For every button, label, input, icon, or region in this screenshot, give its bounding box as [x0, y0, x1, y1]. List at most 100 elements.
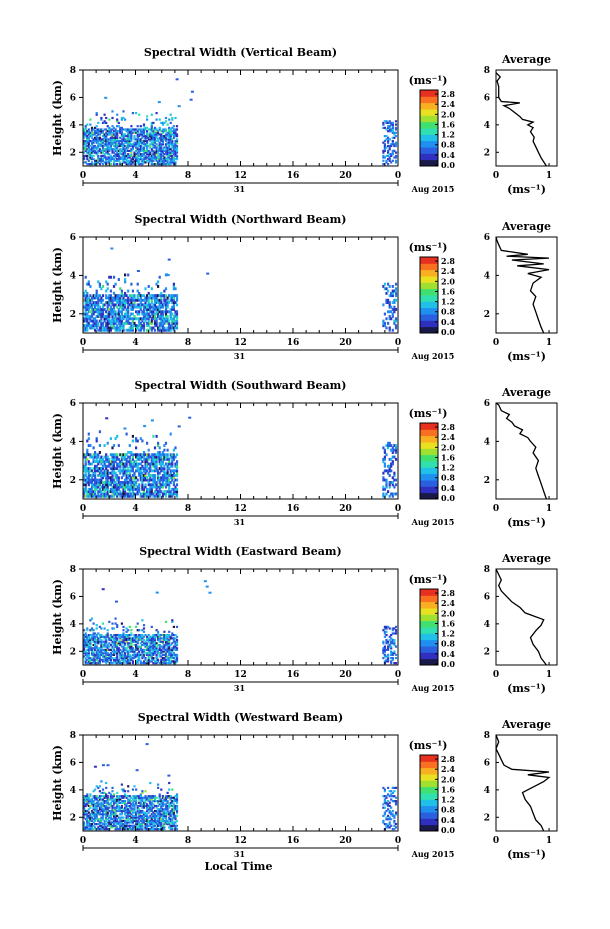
heatmap-cell [114, 814, 117, 817]
heatmap-cell [131, 457, 134, 461]
heatmap-cell [390, 161, 393, 164]
heatmap-cell [120, 823, 123, 826]
heatmap-cell [139, 471, 142, 475]
heatmap-cell [139, 141, 142, 144]
heatmap-cell [103, 153, 106, 156]
heatmap-cell [385, 453, 388, 457]
heatmap-cell [168, 494, 171, 498]
heatmap-cell [164, 660, 168, 663]
heatmap-cell [388, 146, 391, 149]
heatmap-cell [105, 476, 108, 480]
heatmap-cell [136, 453, 139, 457]
heatmap-cell [169, 494, 172, 498]
heatmap-cell [109, 490, 112, 494]
heatmap-cell [144, 464, 147, 468]
heatmap-cell [155, 647, 158, 650]
heatmap-cell [128, 149, 131, 152]
heatmap-cell [114, 141, 117, 144]
heatmap-cell [166, 655, 169, 658]
heatmap-cell [86, 801, 89, 804]
heatmap-cell [163, 153, 166, 156]
heatmap-cell [387, 125, 390, 128]
heatmap-cell [130, 453, 133, 457]
heatmap-cell [160, 324, 163, 328]
heatmap-cell [142, 135, 146, 138]
heatmap-cell [109, 478, 112, 482]
heatmap-cell [106, 657, 109, 660]
heatmap-cell [139, 793, 142, 796]
colorbar-swatch [420, 486, 438, 494]
heatmap-cell [106, 125, 109, 128]
heatmap-cell [147, 298, 150, 302]
heatmap-cell [133, 648, 136, 651]
heatmap-cell [98, 133, 101, 136]
heatmap-cell [83, 154, 86, 157]
colorbar-unit: (ms⁻¹) [409, 241, 448, 254]
heatmap-cell [98, 308, 101, 311]
heatmap-cell [152, 149, 155, 152]
heatmap-cell [111, 824, 114, 827]
heatmap-cell [127, 819, 130, 822]
heatmap-cell [120, 658, 123, 661]
heatmap-cell [98, 828, 101, 831]
heatmap-cell [122, 819, 125, 822]
heatmap-cell [95, 296, 98, 300]
heatmap-cell [84, 312, 87, 316]
heatmap-cell [161, 123, 164, 126]
heatmap-cell [152, 648, 155, 651]
heatmap-cell [90, 469, 94, 473]
average-profile-line [495, 236, 550, 334]
heatmap-cell [142, 310, 146, 314]
heatmap-cell [128, 476, 131, 480]
heatmap-cell [112, 793, 116, 796]
heatmap-cell [144, 648, 147, 651]
heatmap-cell [98, 819, 101, 822]
heatmap-cell [166, 133, 169, 136]
heatmap-cell [138, 291, 141, 295]
heatmap-cell [136, 485, 139, 489]
heatmap-cell [111, 116, 114, 120]
colorbar-swatch [420, 314, 438, 321]
heatmap-cell [164, 315, 168, 318]
heatmap-cell [149, 158, 152, 161]
average-x-tick-label: 1 [546, 171, 552, 181]
heatmap-cell [142, 492, 146, 496]
heatmap-cell [128, 317, 131, 321]
heatmap-cell [122, 159, 125, 162]
heatmap-cell [157, 149, 160, 152]
heatmap-cell [155, 462, 158, 466]
colorbar-swatch [420, 153, 438, 161]
heatmap-cell [130, 305, 133, 309]
heatmap-cell [135, 163, 138, 166]
heatmap-cell [166, 161, 169, 164]
heatmap-cell [387, 446, 390, 450]
x-tick-label: 4 [132, 338, 138, 348]
heatmap-cell [146, 662, 149, 665]
heatmap-cell [100, 471, 103, 475]
colorbar-swatch [420, 461, 438, 468]
heatmap-cell [161, 469, 164, 473]
heatmap-cell [141, 146, 144, 149]
heatmap-cell [141, 474, 144, 477]
heatmap-cell [98, 635, 101, 638]
heatmap-cell [112, 627, 116, 630]
heatmap-cell [120, 645, 123, 648]
heatmap-cell [130, 476, 133, 480]
heatmap-cell [111, 110, 114, 113]
heatmap-cell [388, 130, 391, 133]
heatmap-cell [125, 138, 128, 141]
heatmap-cell [388, 138, 391, 141]
heatmap-cell [136, 139, 139, 143]
heatmap-cell [158, 662, 161, 665]
heatmap-cell [160, 485, 163, 489]
heatmap-cell [168, 652, 171, 655]
heatmap-cell [133, 141, 136, 144]
heatmap-cell [138, 133, 141, 136]
heatmap-cell [135, 819, 138, 822]
heatmap-cell [108, 301, 111, 304]
heatmap-cell [125, 814, 128, 817]
heatmap-cell [133, 298, 136, 302]
heatmap-cell [98, 305, 101, 309]
heatmap-cell [83, 161, 86, 164]
heatmap-cell [116, 638, 119, 642]
